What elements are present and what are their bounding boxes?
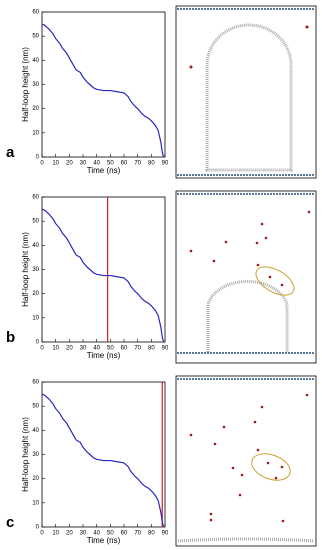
x-tick-label: 20 bbox=[66, 531, 73, 537]
x-tick-label: 50 bbox=[107, 346, 114, 352]
y-tick-label: 20 bbox=[32, 106, 39, 112]
y-tick-label: 40 bbox=[32, 243, 39, 249]
x-tick-label: 10 bbox=[52, 531, 59, 537]
y-tick-label: 50 bbox=[32, 404, 39, 410]
snapshot-frame bbox=[175, 375, 317, 547]
y-tick-label: 60 bbox=[32, 380, 39, 386]
x-tick-label: 20 bbox=[66, 346, 73, 352]
snapshot-frame bbox=[175, 190, 317, 364]
panel-label: a bbox=[6, 144, 15, 161]
y-tick-label: 60 bbox=[32, 195, 39, 201]
y-axis-label: Half-loop height (nm) bbox=[21, 47, 30, 122]
x-tick-label: 10 bbox=[52, 161, 59, 167]
x-tick-label: 0 bbox=[40, 531, 44, 537]
y-tick-label: 0 bbox=[36, 340, 40, 346]
snapshot-a bbox=[175, 5, 317, 179]
panel-label: b bbox=[6, 329, 15, 346]
dislocation-loop bbox=[205, 23, 293, 172]
snapshot-b bbox=[175, 190, 317, 364]
plot-frame bbox=[41, 196, 166, 343]
x-tick-label: 10 bbox=[52, 346, 59, 352]
y-tick-label: 30 bbox=[32, 82, 39, 88]
y-tick-label: 30 bbox=[32, 452, 39, 458]
x-tick-label: 30 bbox=[80, 346, 87, 352]
x-tick-label: 60 bbox=[121, 531, 128, 537]
y-axis-label: Half-loop height (nm) bbox=[21, 232, 30, 307]
highlight bbox=[251, 453, 291, 481]
dislocation-loop bbox=[206, 279, 289, 352]
y-tick-label: 60 bbox=[32, 10, 39, 16]
x-axis-label: Time (ns) bbox=[87, 536, 121, 545]
series-line bbox=[41, 393, 165, 528]
plot-frame bbox=[41, 11, 166, 158]
x-tick-label: 40 bbox=[93, 161, 100, 167]
snapshot-c bbox=[175, 375, 317, 547]
x-tick-label: 70 bbox=[134, 531, 141, 537]
y-tick-label: 0 bbox=[36, 155, 40, 161]
x-tick-label: 30 bbox=[80, 161, 87, 167]
x-axis-label: Time (ns) bbox=[87, 166, 121, 175]
x-tick-label: 20 bbox=[66, 161, 73, 167]
y-tick-label: 50 bbox=[32, 219, 39, 225]
series-line bbox=[41, 208, 165, 343]
y-tick-label: 0 bbox=[36, 525, 40, 531]
x-tick-label: 60 bbox=[121, 161, 128, 167]
x-tick-label: 90 bbox=[162, 346, 169, 352]
y-tick-label: 10 bbox=[32, 315, 39, 321]
y-tick-label: 40 bbox=[32, 58, 39, 64]
x-tick-label: 80 bbox=[148, 531, 155, 537]
y-tick-label: 10 bbox=[32, 130, 39, 136]
x-tick-label: 50 bbox=[107, 531, 114, 537]
y-tick-label: 30 bbox=[32, 267, 39, 273]
y-tick-label: 40 bbox=[32, 428, 39, 434]
defects bbox=[189, 393, 309, 523]
x-tick-label: 0 bbox=[40, 346, 44, 352]
x-tick-label: 40 bbox=[93, 346, 100, 352]
series-line bbox=[41, 23, 165, 158]
y-tick-label: 10 bbox=[32, 500, 39, 506]
x-tick-label: 30 bbox=[80, 531, 87, 537]
y-tick-label: 20 bbox=[32, 291, 39, 297]
defect bbox=[189, 65, 193, 69]
x-tick-label: 70 bbox=[134, 161, 141, 167]
snapshot-frame bbox=[175, 5, 317, 179]
x-tick-label: 80 bbox=[148, 346, 155, 352]
highlight bbox=[255, 266, 295, 296]
x-tick-label: 40 bbox=[93, 531, 100, 537]
x-tick-label: 80 bbox=[148, 161, 155, 167]
x-tick-label: 60 bbox=[121, 346, 128, 352]
y-tick-label: 20 bbox=[32, 476, 39, 482]
plot-frame bbox=[41, 381, 166, 528]
y-tick-label: 50 bbox=[32, 34, 39, 40]
x-tick-label: 0 bbox=[40, 161, 44, 167]
defect bbox=[305, 25, 309, 29]
x-tick-label: 90 bbox=[162, 531, 169, 537]
x-axis-label: Time (ns) bbox=[87, 351, 121, 360]
y-axis-label: Half-loop height (nm) bbox=[21, 417, 30, 492]
dislocation-line bbox=[177, 537, 315, 543]
x-tick-label: 50 bbox=[107, 161, 114, 167]
defects bbox=[189, 210, 311, 287]
x-tick-label: 70 bbox=[134, 346, 141, 352]
panel-label: c bbox=[6, 514, 14, 531]
x-tick-label: 90 bbox=[162, 161, 169, 167]
